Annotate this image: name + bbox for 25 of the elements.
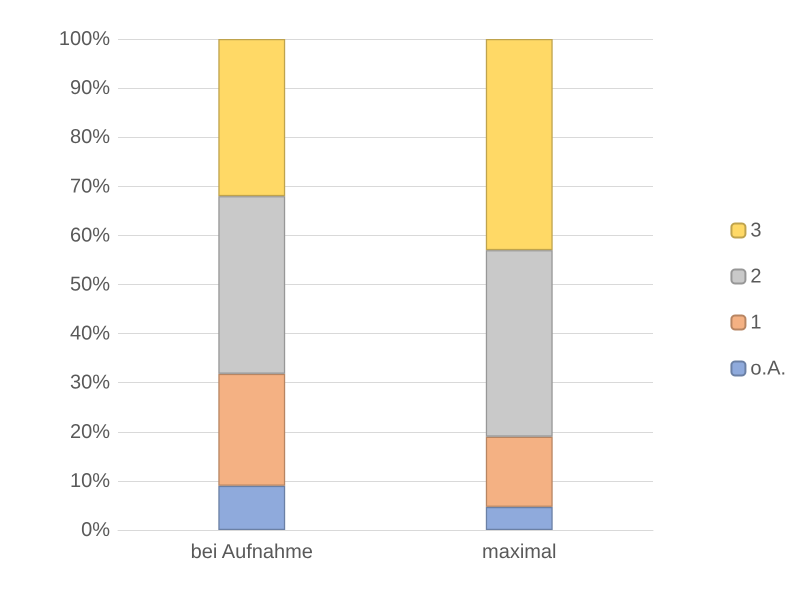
bar bbox=[486, 250, 553, 437]
bar bbox=[218, 196, 286, 374]
y-tick-label: 80% bbox=[70, 126, 110, 148]
y-tick-label: 20% bbox=[70, 420, 110, 443]
bar bbox=[218, 39, 286, 196]
y-tick-label: 30% bbox=[70, 372, 110, 394]
y-tick-label: 40% bbox=[70, 322, 110, 345]
bar bbox=[218, 486, 286, 530]
x-tick-label: bei Aufnahme bbox=[190, 541, 313, 563]
y-tick-label: 100% bbox=[58, 28, 110, 50]
legend-label: 2 bbox=[750, 266, 762, 288]
bar bbox=[486, 436, 553, 507]
y-tick-label: 10% bbox=[70, 470, 110, 492]
bar bbox=[486, 506, 553, 530]
bar bbox=[486, 39, 553, 250]
y-tick-label: 0% bbox=[81, 519, 110, 541]
x-tick-label: maximal bbox=[482, 541, 556, 563]
legend-label: o.A. bbox=[750, 358, 786, 380]
y-tick-label: 60% bbox=[70, 224, 110, 246]
y-tick-label: 50% bbox=[70, 274, 110, 296]
legend-label: 1 bbox=[750, 312, 762, 334]
y-tick-label: 70% bbox=[70, 175, 110, 198]
bar bbox=[218, 374, 286, 486]
y-tick-label: 90% bbox=[70, 77, 110, 100]
legend-label: 3 bbox=[750, 220, 762, 242]
